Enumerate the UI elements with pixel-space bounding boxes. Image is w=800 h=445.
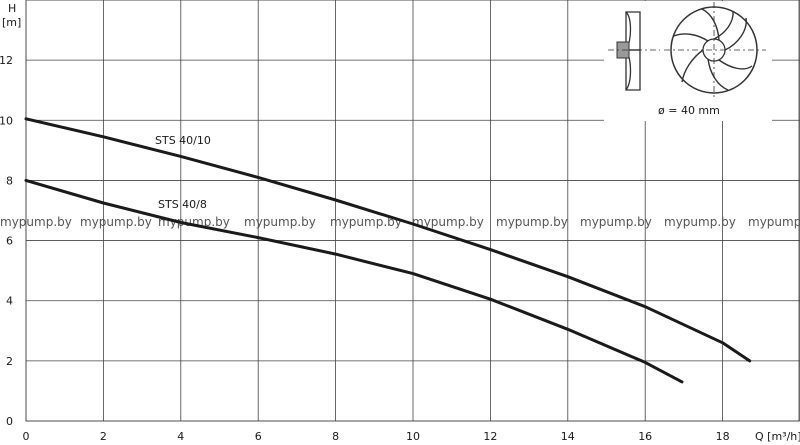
x-tick-label: 0 xyxy=(23,430,30,443)
y-axis-label: H xyxy=(8,2,16,15)
curves: STS 40/10 STS 40/8 xyxy=(24,117,752,384)
watermark-text: mypump.by xyxy=(664,215,736,229)
watermark-text: mypump.by xyxy=(80,215,152,229)
y-tick-label: 0 xyxy=(6,415,13,428)
x-tick-label: 12 xyxy=(483,430,497,443)
watermark-text: mypump.by xyxy=(748,215,800,229)
watermark-text: mypump.by xyxy=(158,215,230,229)
watermark-text: mypump.by xyxy=(0,215,72,229)
x-tick-label: 8 xyxy=(332,430,339,443)
x-tick-label: 18 xyxy=(716,430,730,443)
x-tick-label: 2 xyxy=(100,430,107,443)
x-tick-label: 6 xyxy=(255,430,262,443)
y-tick-label: 8 xyxy=(6,174,13,187)
y-tick-label: 12 xyxy=(0,54,13,67)
grid xyxy=(25,0,800,422)
impeller-panel xyxy=(604,1,772,121)
y-tick-label: 6 xyxy=(6,235,13,248)
tick-labels: 0 2 4 6 8 10 12 14 16 18 0 2 4 6 8 10 12 xyxy=(0,54,730,443)
watermark-text: mypump.by xyxy=(244,215,316,229)
diameter-annotation: ø = 40 mm xyxy=(658,104,720,117)
x-axis-label: Q [m³/h] xyxy=(755,430,800,443)
y-axis-unit: [m] xyxy=(2,16,21,29)
series-label: STS 40/10 xyxy=(155,134,211,147)
watermark-text: mypump.by xyxy=(412,215,484,229)
watermark-text: mypump.by xyxy=(496,215,568,229)
x-tick-label: 4 xyxy=(177,430,184,443)
series-label: STS 40/8 xyxy=(158,198,207,211)
y-tick-label: 2 xyxy=(6,355,13,368)
series-line xyxy=(24,178,684,384)
x-tick-label: 10 xyxy=(406,430,420,443)
y-tick-label: 10 xyxy=(0,114,13,127)
series-line xyxy=(24,117,752,363)
plot-frame xyxy=(25,0,800,422)
watermark-text: mypump.by xyxy=(580,215,652,229)
watermarks: mypump.by mypump.by mypump.by mypump.by mypu… xyxy=(0,215,800,229)
y-tick-label: 4 xyxy=(6,295,13,308)
x-tick-label: 14 xyxy=(561,430,575,443)
impeller-icon xyxy=(608,2,766,100)
x-tick-label: 16 xyxy=(638,430,652,443)
watermark-text: mypump.by xyxy=(330,215,402,229)
